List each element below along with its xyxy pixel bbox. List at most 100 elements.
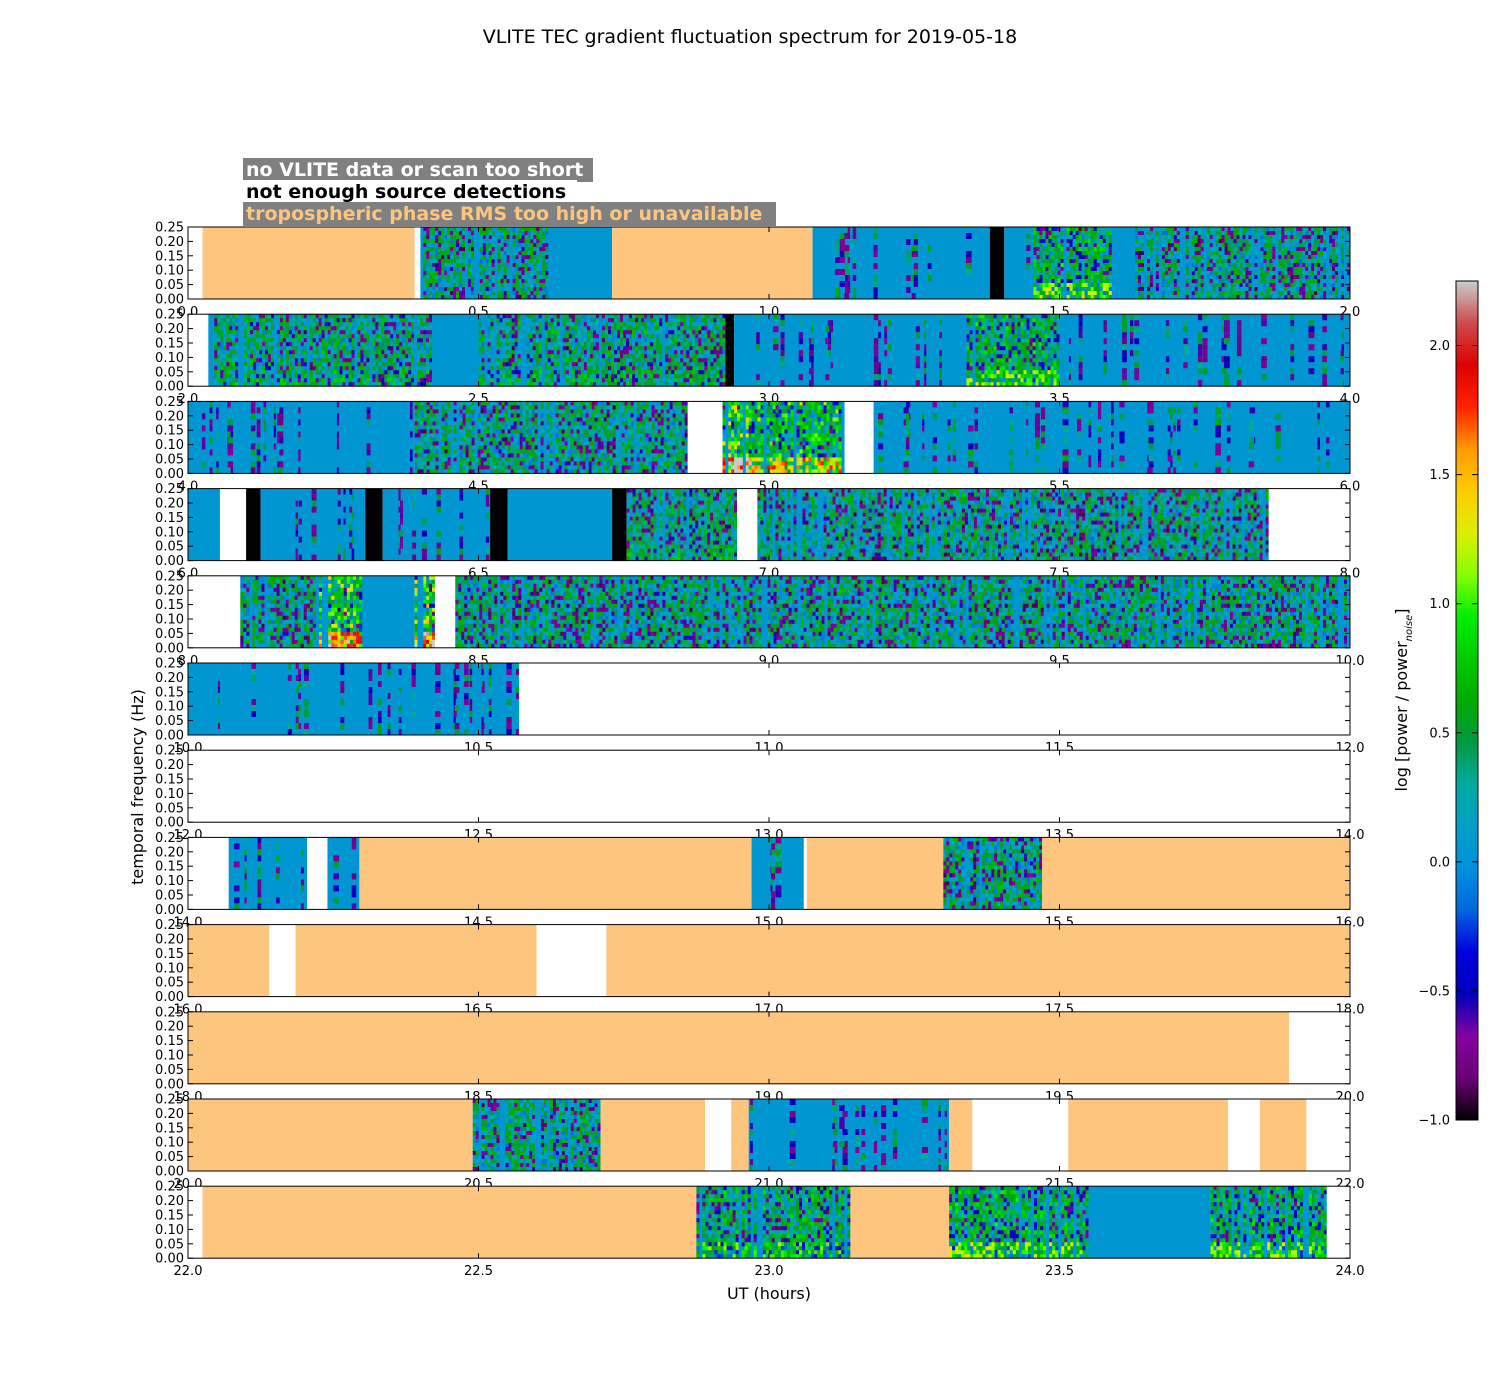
heat-cell — [1180, 247, 1183, 251]
heat-cell — [1061, 263, 1064, 267]
heat-cell — [513, 251, 516, 255]
heat-cell — [1135, 279, 1138, 283]
heat-cell — [1061, 259, 1064, 263]
heat-cell — [1061, 279, 1064, 283]
heat-cell — [1150, 283, 1153, 287]
heat-cell — [453, 283, 456, 287]
heat-cell — [459, 271, 462, 275]
heat-cell — [1094, 231, 1097, 235]
heat-cell — [429, 255, 432, 259]
heat-cell — [1079, 267, 1082, 271]
heat-cell — [524, 283, 527, 287]
heat-cell — [530, 283, 533, 287]
heat-cell — [1094, 291, 1097, 295]
heat-cell — [1141, 287, 1144, 291]
heat-cell — [489, 247, 492, 251]
heat-cell — [447, 235, 450, 239]
heat-cell — [489, 255, 492, 259]
heat-cell — [468, 239, 471, 243]
heat-cell — [1052, 279, 1055, 283]
heat-cell — [1159, 243, 1162, 247]
heat-cell — [1180, 283, 1183, 287]
heat-cell — [516, 251, 519, 255]
heat-cell — [1091, 267, 1094, 271]
heat-cell — [1055, 271, 1058, 275]
heat-cell — [483, 263, 486, 267]
heat-cell — [1171, 235, 1174, 239]
heat-cell — [533, 235, 536, 239]
heat-cell — [1138, 287, 1141, 291]
heat-cell — [1109, 267, 1112, 271]
heat-cell — [1180, 239, 1183, 243]
segment-troposphere — [612, 227, 812, 299]
heat-cell — [462, 227, 465, 231]
heat-cell — [429, 263, 432, 267]
heat-cell — [1067, 239, 1070, 243]
heat-cell — [527, 291, 530, 295]
heat-cell — [1165, 251, 1168, 255]
heat-cell — [1168, 267, 1171, 271]
heat-cell — [513, 227, 516, 231]
heat-cell — [456, 231, 459, 235]
heat-cell — [873, 287, 877, 293]
heat-cell — [420, 263, 423, 267]
heat-cell — [1147, 259, 1150, 263]
heat-cell — [498, 271, 501, 275]
heat-cell — [507, 239, 510, 243]
heat-cell — [545, 259, 548, 263]
heat-cell — [510, 259, 513, 263]
heat-cell — [1076, 231, 1079, 235]
heat-cell — [471, 227, 474, 231]
heat-cell — [516, 239, 519, 243]
heat-cell — [533, 259, 536, 263]
heat-cell — [471, 279, 474, 283]
heat-cell — [912, 293, 916, 299]
heat-cell — [447, 263, 450, 267]
heat-cell — [1033, 287, 1036, 291]
heat-cell — [1168, 279, 1171, 283]
heat-cell — [513, 263, 516, 267]
heat-cell — [1067, 243, 1070, 247]
heat-cell — [1076, 267, 1079, 271]
heat-cell — [527, 279, 530, 283]
heat-cell — [447, 259, 450, 263]
heat-cell — [1046, 243, 1049, 247]
heat-cell — [1079, 227, 1082, 231]
heat-cell — [1141, 255, 1144, 259]
heat-cell — [423, 259, 426, 263]
heat-cell — [453, 275, 456, 279]
heat-cell — [1085, 235, 1088, 239]
heat-cell — [492, 267, 495, 271]
heat-cell — [516, 227, 519, 231]
heat-cell — [521, 271, 524, 275]
heat-cell — [423, 267, 426, 271]
heat-cell — [1177, 267, 1180, 271]
heat-cell — [420, 227, 423, 231]
heat-cell — [1177, 259, 1180, 263]
heat-cell — [1156, 227, 1159, 231]
heat-cell — [1085, 283, 1088, 287]
heat-cell — [1079, 231, 1082, 235]
heat-cell — [1030, 279, 1033, 283]
heat-cell — [429, 259, 432, 263]
heat-cell — [1052, 239, 1055, 243]
heat-cell — [1070, 235, 1073, 239]
heat-cell — [1039, 255, 1042, 259]
heat-cell — [521, 239, 524, 243]
heat-cell — [510, 243, 513, 247]
heat-cell — [545, 247, 548, 251]
heat-cell — [1033, 259, 1036, 263]
heat-cell — [474, 283, 477, 287]
heat-cell — [527, 287, 530, 291]
heat-cell — [1091, 259, 1094, 263]
heat-cell — [423, 247, 426, 251]
heat-cell — [1153, 267, 1156, 271]
heat-cell — [1033, 231, 1036, 235]
heat-cell — [1094, 243, 1097, 247]
heat-cell — [539, 291, 542, 295]
heat-cell — [1106, 259, 1109, 263]
heat-cell — [432, 283, 435, 287]
heat-cell — [1147, 239, 1150, 243]
heat-cell — [495, 283, 498, 287]
heat-cell — [423, 287, 426, 291]
